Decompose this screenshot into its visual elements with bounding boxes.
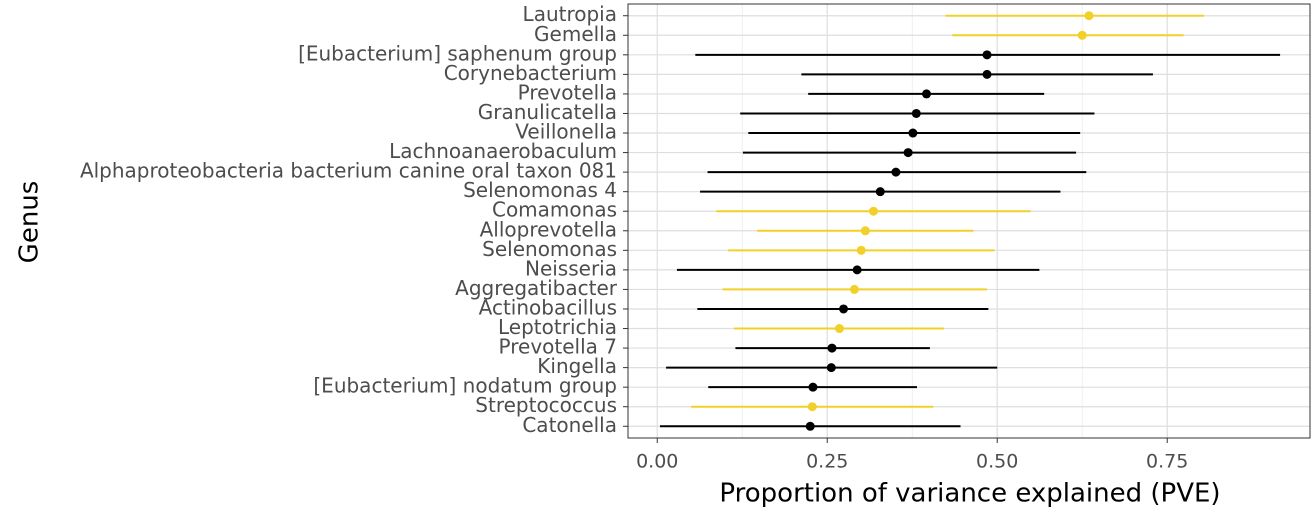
y-tick-label: Neisseria bbox=[525, 256, 617, 280]
y-tick-label: Veillonella bbox=[515, 120, 617, 144]
y-tick-label: Comamonas bbox=[492, 198, 617, 222]
y-tick-label: Actinobacillus bbox=[479, 295, 617, 319]
point bbox=[807, 402, 817, 412]
point bbox=[903, 148, 913, 158]
y-tick-label: Leptotrichia bbox=[498, 315, 617, 339]
y-tick-label: Alloprevotella bbox=[480, 217, 617, 241]
y-tick-label: Gemella bbox=[534, 22, 617, 46]
point bbox=[982, 69, 992, 79]
point bbox=[911, 108, 921, 118]
point bbox=[826, 363, 836, 373]
x-tick-label: 0.00 bbox=[636, 451, 678, 473]
y-tick-label: Lachnoanaerobaculum bbox=[389, 139, 617, 163]
y-tick-label: Alphaproteobacteria bacterium canine ora… bbox=[80, 159, 617, 183]
y-tick-label: Catonella bbox=[522, 413, 617, 437]
point bbox=[849, 284, 859, 294]
y-tick-label: [Eubacterium] nodatum group bbox=[313, 374, 617, 398]
y-tick-label: Corynebacterium bbox=[444, 61, 617, 85]
point bbox=[839, 304, 849, 314]
y-tick-label: [Eubacterium] saphenum group bbox=[298, 41, 617, 65]
point bbox=[856, 245, 866, 255]
point bbox=[982, 50, 992, 60]
y-tick-label: Lautropia bbox=[523, 2, 617, 26]
point bbox=[808, 382, 818, 392]
y-tick-label: Kingella bbox=[537, 354, 617, 378]
y-tick-label: Selenomonas bbox=[482, 237, 617, 261]
y-tick-label: Granulicatella bbox=[478, 100, 617, 124]
y-tick-label: Prevotella 7 bbox=[499, 335, 617, 359]
point bbox=[1077, 30, 1087, 40]
y-tick-label: Aggregatibacter bbox=[455, 276, 618, 300]
x-axis-title: Proportion of variance explained (PVE) bbox=[719, 479, 1220, 509]
point bbox=[875, 187, 885, 197]
point bbox=[852, 265, 862, 275]
point bbox=[922, 89, 932, 99]
point bbox=[868, 206, 878, 216]
x-tick-label: 0.75 bbox=[1146, 451, 1188, 473]
point bbox=[908, 128, 918, 138]
panel-border bbox=[627, 3, 1311, 439]
y-tick-label: Streptococcus bbox=[475, 393, 617, 417]
y-axis-title: Genus bbox=[15, 181, 45, 264]
point bbox=[891, 167, 901, 177]
point bbox=[1084, 11, 1094, 21]
x-tick-label: 0.50 bbox=[976, 451, 1018, 473]
y-tick-label: Prevotella bbox=[518, 80, 617, 104]
point bbox=[860, 226, 870, 236]
y-tick-label: Selenomonas 4 bbox=[463, 178, 617, 202]
point bbox=[834, 324, 844, 334]
point bbox=[827, 343, 837, 353]
x-tick-label: 0.25 bbox=[806, 451, 848, 473]
point bbox=[805, 421, 815, 431]
